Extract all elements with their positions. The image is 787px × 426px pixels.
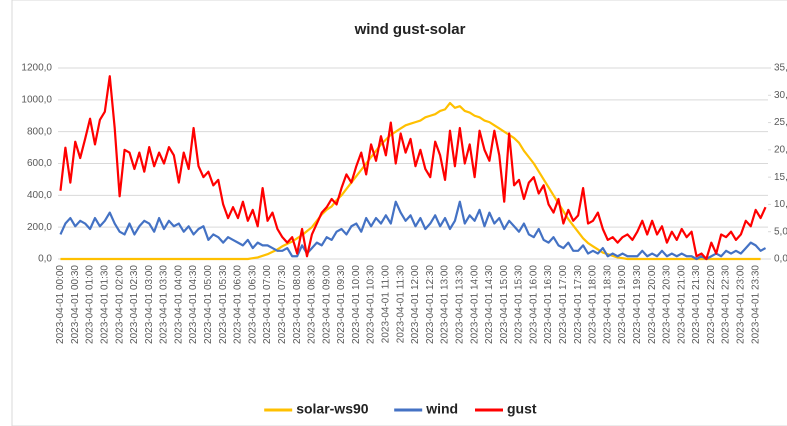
x-tick-label: 2023-04-01 13:00 [440, 265, 451, 344]
y2-tick-label: 25,0 [774, 117, 787, 128]
chart-title: wind gust-solar [354, 21, 466, 38]
x-tick-label: 2023-04-01 22:30 [721, 265, 732, 344]
x-tick-label: 2023-04-01 06:30 [247, 265, 258, 344]
y-tick-label: 1000,0 [21, 94, 52, 105]
y2-tick-label: 0,0 [774, 254, 787, 265]
x-tick-label: 2023-04-01 08:30 [307, 265, 318, 344]
x-tick-label: 2023-04-01 00:00 [55, 265, 66, 344]
x-tick-label: 2023-04-01 12:00 [410, 265, 421, 344]
x-tick-label: 2023-04-01 05:30 [218, 265, 229, 344]
x-tick-label: 2023-04-01 15:30 [514, 265, 525, 344]
x-tick-label: 2023-04-01 04:00 [173, 265, 184, 344]
x-tick-label: 2023-04-01 12:30 [425, 265, 436, 344]
y-tick-label: 600,0 [27, 158, 52, 169]
y2-tick-label: 20,0 [774, 144, 787, 155]
y2-tick-label: 35,0 [774, 63, 787, 74]
x-tick-label: 2023-04-01 08:00 [292, 265, 303, 344]
series-line [59, 200, 767, 261]
x-tick-label: 2023-04-01 03:30 [159, 265, 170, 344]
chart-border [11, 0, 787, 426]
x-tick-label: 2023-04-01 22:00 [706, 265, 717, 344]
x-tick-label: 2023-04-01 17:30 [573, 265, 584, 344]
x-tick-label: 2023-04-01 09:30 [336, 265, 347, 344]
x-tick-label: 2023-04-01 11:00 [381, 265, 392, 344]
y2-tick-label: 30,0 [774, 90, 787, 101]
y-tick-label: 0,0 [38, 254, 52, 265]
y2-tick-label: 10,0 [774, 199, 787, 210]
x-tick-label: 2023-04-01 00:30 [70, 265, 81, 344]
y-tick-label: 800,0 [27, 126, 52, 137]
x-tick-label: 2023-04-01 20:00 [647, 265, 658, 344]
x-tick-label: 2023-04-01 07:00 [262, 265, 273, 344]
x-tick-label: 2023-04-01 10:00 [351, 265, 362, 344]
x-tick-label: 2023-04-01 03:00 [144, 265, 155, 344]
x-tick-label: 2023-04-01 01:00 [85, 265, 96, 344]
x-tick-label: 2023-04-01 16:00 [528, 265, 539, 344]
legend-label: solar-ws90 [296, 401, 369, 417]
x-tick-label: 2023-04-01 01:30 [99, 265, 110, 344]
x-tick-label: 2023-04-01 14:30 [484, 265, 495, 344]
x-tick-label: 2023-04-01 21:30 [691, 265, 702, 344]
x-tick-label: 2023-04-01 11:30 [395, 265, 406, 344]
x-tick-label: 2023-04-01 02:00 [114, 265, 125, 344]
x-tick-label: 2023-04-01 17:00 [558, 265, 569, 344]
x-tick-label: 2023-04-01 07:30 [277, 265, 288, 344]
legend-label: wind [425, 401, 458, 417]
x-tick-label: 2023-04-01 16:30 [543, 265, 554, 344]
x-tick-label: 2023-04-01 13:30 [454, 265, 465, 344]
x-tick-label: 2023-04-01 05:00 [203, 265, 214, 344]
series-line [59, 75, 767, 261]
x-tick-label: 2023-04-01 15:00 [499, 265, 510, 344]
x-tick-label: 2023-04-01 06:00 [233, 265, 244, 344]
y-tick-label: 400,0 [27, 190, 52, 201]
x-tick-label: 2023-04-01 09:00 [321, 265, 332, 344]
series-line [60, 101, 761, 261]
x-tick-label: 2023-04-01 14:00 [469, 265, 480, 344]
x-tick-label: 2023-04-01 23:30 [750, 265, 761, 344]
x-tick-label: 2023-04-01 04:30 [188, 265, 199, 344]
x-tick-label: 2023-04-01 18:30 [602, 265, 613, 344]
x-tick-label: 2023-04-01 23:00 [736, 265, 747, 344]
y-tick-label: 200,0 [27, 222, 52, 233]
x-tick-label: 2023-04-01 19:00 [617, 265, 628, 344]
x-tick-label: 2023-04-01 21:00 [676, 265, 687, 344]
legend-label: gust [507, 401, 537, 417]
x-tick-label: 2023-04-01 19:30 [632, 265, 643, 344]
x-tick-label: 2023-04-01 18:00 [588, 265, 599, 344]
x-tick-label: 2023-04-01 02:30 [129, 265, 140, 344]
y2-tick-label: 5,0 [774, 226, 787, 237]
y2-tick-label: 15,0 [774, 172, 787, 183]
y-tick-label: 1200,0 [21, 63, 52, 74]
x-tick-label: 2023-04-01 10:30 [366, 265, 377, 344]
x-tick-label: 2023-04-01 20:30 [662, 265, 673, 344]
